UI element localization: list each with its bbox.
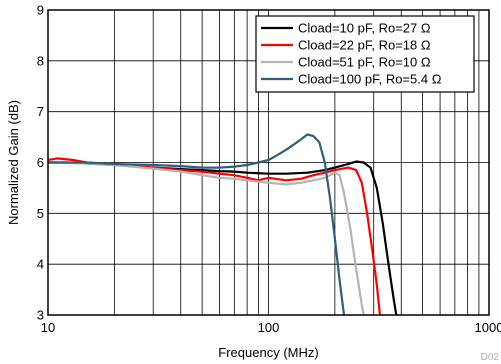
legend-label: Cload=100 pF, Ro=5.4 Ω [298, 72, 442, 87]
legend-label: Cload=22 pF, Ro=18 Ω [298, 38, 431, 53]
x-tick-label: 100 [258, 320, 280, 335]
series-line-4 [48, 133, 346, 316]
x-tick-labels: 10 100 1000 [41, 320, 501, 335]
x-tick-label: 1000 [475, 320, 501, 335]
figure-id: D02 [481, 352, 500, 363]
y-tick-label: 7 [37, 104, 44, 119]
y-tick-labels: 3 4 5 6 7 8 9 [37, 3, 44, 323]
y-tick-label: 6 [37, 155, 44, 170]
series-line-1 [48, 160, 398, 316]
legend-label: Cload=10 pF, Ro=27 Ω [298, 21, 431, 36]
y-axis-label: Normalized Gain (dB) [6, 100, 21, 225]
series-line-3 [47, 161, 365, 316]
legend-label: Cload=51 pF, Ro=10 Ω [298, 55, 431, 70]
series-line-2 [47, 157, 381, 316]
y-tick-label: 9 [37, 3, 44, 18]
x-axis-label: Frequency (MHz) [218, 345, 318, 360]
y-tick-label: 3 [37, 308, 44, 323]
plot-frame [47, 9, 490, 316]
series-layer [47, 133, 398, 316]
x-tick-label: 10 [41, 320, 55, 335]
y-tick-label: 8 [37, 53, 44, 68]
y-tick-label: 4 [37, 257, 44, 272]
legend: Cload=10 pF, Ro=27 Ω Cload=22 pF, Ro=18 Ω… [255, 15, 475, 93]
y-tick-label: 5 [37, 206, 44, 221]
